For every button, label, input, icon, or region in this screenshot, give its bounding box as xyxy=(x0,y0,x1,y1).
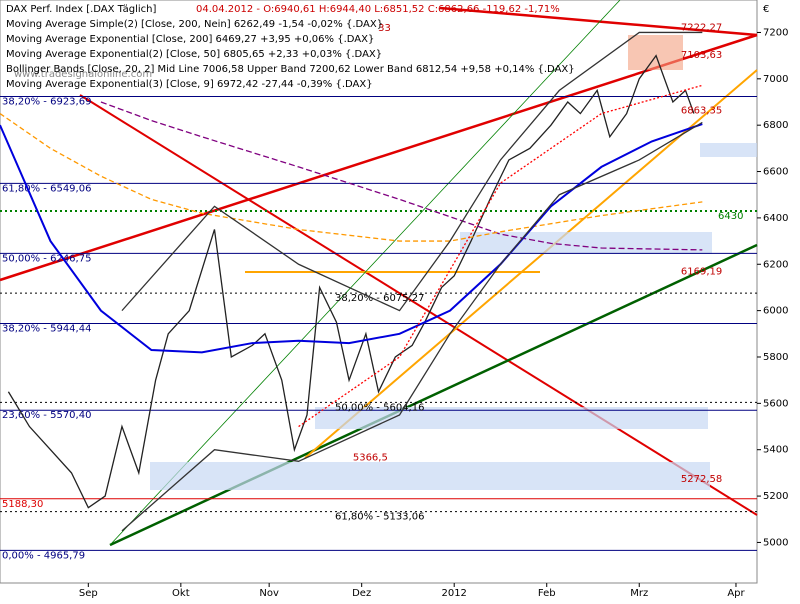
y-tick-label: 5000 xyxy=(763,537,788,548)
legend-entry: Moving Average Simple(2) [Close, 200, Ne… xyxy=(6,19,383,30)
annotation: 33 xyxy=(378,23,391,34)
x-tick-label: 2012 xyxy=(441,588,466,599)
y-tick-label: 6800 xyxy=(763,120,788,131)
trend-line xyxy=(109,243,758,547)
legend-entry: Moving Average Exponential [Close, 200] … xyxy=(6,34,374,45)
level-label: 50,00% - 6246,75 xyxy=(2,253,91,264)
y-tick-label: 7200 xyxy=(763,27,788,38)
y-tick-label: 6000 xyxy=(763,306,788,317)
quote: 04.04.2012 - O:6940,61 H:6944,40 L:6851,… xyxy=(196,4,560,15)
trend-line xyxy=(0,33,758,282)
y-tick-label: 6600 xyxy=(763,167,788,178)
series-line xyxy=(298,84,703,428)
y-tick-label: 5600 xyxy=(763,398,788,409)
level-label: 38,20% - 5944,44 xyxy=(2,324,91,335)
level-label: 50,00% - 5604,16 xyxy=(335,402,424,413)
x-tick-label: Nov xyxy=(259,588,279,599)
level-label: 38,20% - 6075,27 xyxy=(335,293,424,304)
zone xyxy=(460,232,712,254)
annotation: 6863,35 xyxy=(681,105,722,116)
x-tick-label: Okt xyxy=(172,588,190,599)
level-label: 38,20% - 6923,69 xyxy=(2,97,91,108)
x-tick-label: Apr xyxy=(727,588,745,599)
annotation: 7103,63 xyxy=(681,50,722,61)
x-tick-label: Mrz xyxy=(630,588,648,599)
annotation: 7222,27 xyxy=(681,22,722,33)
series-line xyxy=(121,121,703,532)
level-label: 23,60% - 5570,40 xyxy=(2,410,91,421)
level-label: 61,80% - 5133,06 xyxy=(335,512,424,523)
legend-entry: Moving Average Exponential(2) [Close, 50… xyxy=(6,49,382,60)
currency: € xyxy=(763,4,769,15)
trend-lines xyxy=(0,0,758,547)
y-tick-label: 7000 xyxy=(763,74,788,85)
level-label: 0,00% - 4965,79 xyxy=(2,550,85,561)
x-tick-label: Sep xyxy=(79,588,98,599)
legend-entry: Bollinger Bands [Close, 20, 2] Mid Line … xyxy=(6,64,575,75)
y-tick-label: 5400 xyxy=(763,445,788,456)
zone xyxy=(700,143,757,157)
zone xyxy=(628,35,683,70)
series-line xyxy=(0,123,703,354)
y-tick-label: 5800 xyxy=(763,352,788,363)
x-tick-label: Dez xyxy=(352,588,371,599)
level-label: 6430 xyxy=(718,211,743,222)
trend-line xyxy=(79,94,758,516)
trend-line xyxy=(439,6,758,37)
y-tick-label: 6400 xyxy=(763,213,788,224)
x-tick-label: Feb xyxy=(538,588,556,599)
annotation: 5366,5 xyxy=(353,452,388,463)
trend-line xyxy=(109,0,621,546)
annotation: 6169,19 xyxy=(681,266,722,277)
series-line xyxy=(7,54,695,509)
zone xyxy=(315,407,708,429)
series-line xyxy=(100,101,703,251)
level-label: 5188,30 xyxy=(2,499,43,510)
series-line xyxy=(121,31,703,312)
annotation: 5272,58 xyxy=(681,474,722,485)
zone xyxy=(150,462,710,490)
legend-entry: Moving Average Exponential(3) [Close, 9]… xyxy=(6,79,373,90)
level-label: 61,80% - 6549,06 xyxy=(2,183,91,194)
source: www.tradesignalonline.com xyxy=(14,69,152,80)
y-tick-label: 5200 xyxy=(763,491,788,502)
y-tick-label: 6200 xyxy=(763,259,788,270)
chart-title: DAX Perf. Index [.DAX Täglich] xyxy=(6,4,156,15)
